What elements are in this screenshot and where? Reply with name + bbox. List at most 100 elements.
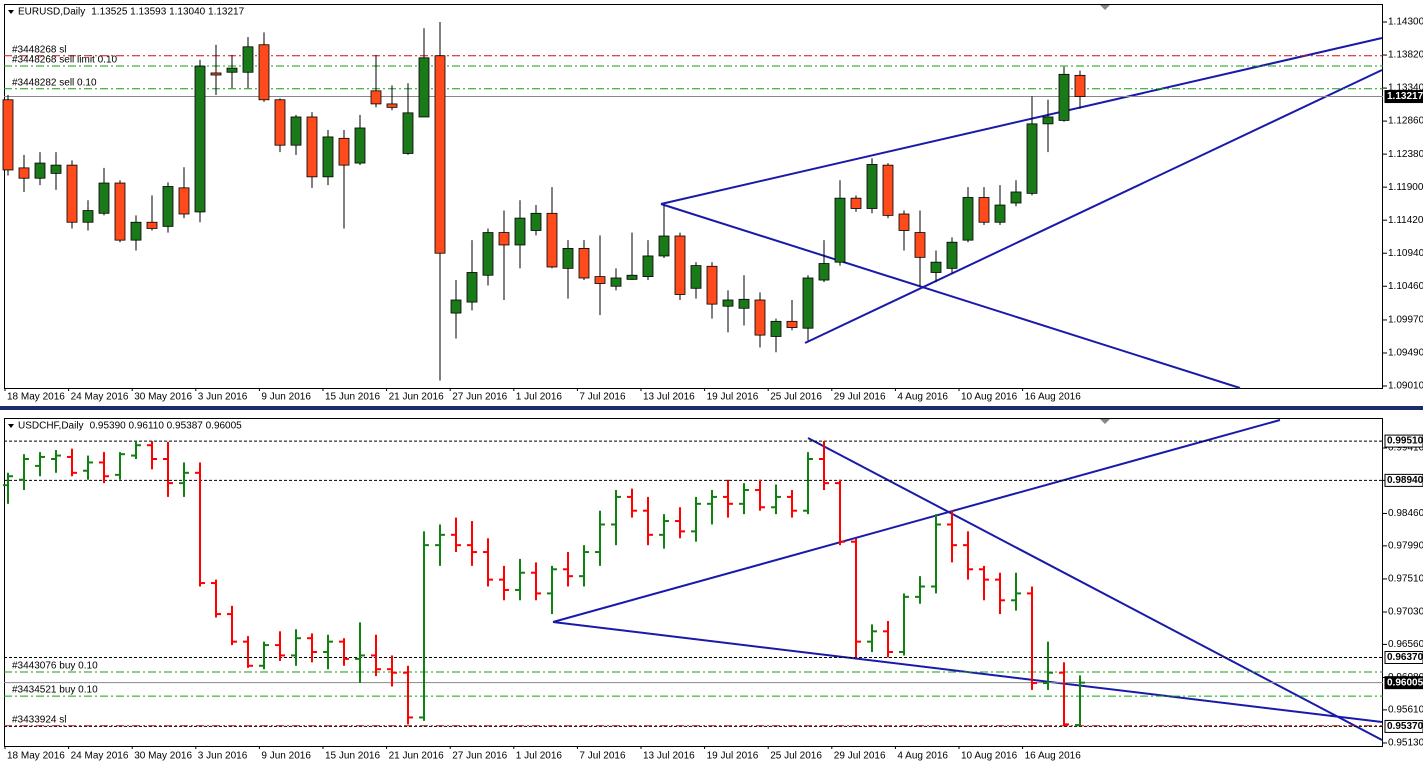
x-tick-label: 16 Aug 2016	[1025, 392, 1082, 403]
x-tick-label: 10 Aug 2016	[961, 751, 1018, 762]
y-tick-label: 1.10460	[1388, 281, 1423, 292]
trendline	[807, 437, 1383, 741]
candle-body	[322, 136, 334, 178]
x-tick-label: 21 Jun 2016	[389, 392, 444, 403]
trendline	[660, 203, 1241, 389]
candle-body	[898, 213, 910, 231]
x-tick-label: 4 Aug 2016	[897, 392, 948, 403]
candle-body	[1026, 123, 1038, 194]
x-tick-label: 13 Jul 2016	[643, 392, 695, 403]
trendline	[552, 419, 1281, 623]
x-tick-label: 21 Jun 2016	[389, 751, 444, 762]
candle-body	[978, 197, 990, 223]
candle-body	[450, 299, 462, 314]
panel-separator	[0, 406, 1423, 410]
price-marker-label: 1.13217	[1387, 91, 1423, 102]
panel-frame	[4, 4, 1383, 389]
candle-body	[210, 72, 222, 76]
candle-body	[114, 182, 126, 241]
candle-body	[546, 212, 558, 268]
price-marker-label: 0.95370	[1387, 721, 1423, 732]
candle-body	[930, 261, 942, 273]
candle-body	[530, 212, 542, 231]
candle-body	[514, 217, 526, 246]
candle-body	[1010, 191, 1022, 204]
candle-body	[722, 299, 734, 307]
x-tick-label: 9 Jun 2016	[261, 751, 311, 762]
y-tick-label: 1.09010	[1388, 381, 1423, 392]
candle-body	[578, 247, 590, 279]
price-marker	[1384, 434, 1423, 448]
candle-body	[818, 263, 830, 281]
x-tick-label: 3 Jun 2016	[198, 751, 248, 762]
shift-marker	[1100, 419, 1110, 424]
candle-body	[306, 116, 318, 178]
candle-body	[1074, 74, 1086, 97]
trendline	[804, 69, 1383, 344]
x-tick-label: 15 Jun 2016	[325, 392, 380, 403]
price-marker	[1384, 651, 1423, 665]
candle-body	[674, 235, 686, 295]
candle-body	[482, 232, 494, 276]
chart-quote: 1.13525 1.13593 1.13040 1.13217	[91, 7, 244, 18]
x-tick-label: 27 Jun 2016	[452, 751, 507, 762]
order-label: #3434521 buy 0.10	[12, 685, 98, 696]
menu-arrow	[8, 424, 14, 428]
candle-body	[178, 187, 190, 215]
candle-body	[2, 99, 14, 171]
y-tick-label: 0.97510	[1388, 574, 1423, 585]
candle-body	[130, 221, 142, 241]
chart-quote: 0.95390 0.96110 0.95387 0.96005	[90, 421, 243, 432]
x-tick-label: 9 Jun 2016	[261, 392, 311, 403]
x-tick-label: 10 Aug 2016	[961, 392, 1018, 403]
x-tick-label: 16 Aug 2016	[1025, 751, 1082, 762]
price-marker-label: 0.99510	[1387, 436, 1423, 447]
candle-body	[402, 112, 414, 154]
y-tick-label: 1.09490	[1388, 348, 1423, 359]
candle-body	[466, 272, 478, 303]
candle-body	[498, 232, 510, 246]
x-tick-label: 24 May 2016	[71, 392, 129, 403]
y-tick-label: 1.12860	[1388, 116, 1423, 127]
order-label: #3433924 sl	[12, 714, 67, 725]
candle-body	[738, 298, 750, 309]
candle-body	[258, 44, 270, 101]
candle-body	[946, 241, 958, 269]
y-tick-label: 1.11420	[1388, 215, 1423, 226]
y-tick-label: 0.97030	[1388, 607, 1423, 618]
candle-body	[962, 197, 974, 241]
candle-body	[770, 320, 782, 337]
candle-body	[658, 235, 670, 257]
y-tick-label: 1.09970	[1388, 315, 1423, 326]
menu-arrow	[8, 10, 14, 14]
y-tick-label: 0.97990	[1388, 540, 1423, 551]
y-tick-label: 1.14300	[1388, 17, 1423, 28]
shift-marker	[1100, 5, 1110, 10]
candle-body	[690, 265, 702, 289]
x-tick-label: 18 May 2016	[7, 392, 65, 403]
y-tick-label: 1.10940	[1388, 248, 1423, 259]
candle-body	[1042, 116, 1054, 125]
candle-body	[338, 137, 350, 166]
candle-body	[626, 274, 638, 280]
price-marker	[1384, 473, 1423, 487]
candle-body	[994, 204, 1006, 223]
candle-body	[786, 320, 798, 328]
x-tick-label: 27 Jun 2016	[452, 392, 507, 403]
candle-body	[802, 277, 814, 329]
price-marker	[1384, 676, 1423, 690]
y-tick-label: 0.99410	[1388, 443, 1423, 454]
x-tick-label: 24 May 2016	[71, 751, 129, 762]
x-tick-label: 19 Jul 2016	[707, 392, 759, 403]
candle-body	[882, 164, 894, 216]
order-label: #3448268 sell limit 0.10	[12, 55, 118, 66]
candle-body	[386, 103, 398, 108]
y-tick-label: 1.13820	[1388, 50, 1423, 61]
panel-frame	[4, 418, 1383, 747]
candle-body	[274, 99, 286, 146]
price-marker-label: 0.96370	[1387, 652, 1423, 663]
candle-body	[434, 55, 446, 254]
candle-body	[418, 57, 430, 118]
x-tick-label: 4 Aug 2016	[897, 751, 948, 762]
